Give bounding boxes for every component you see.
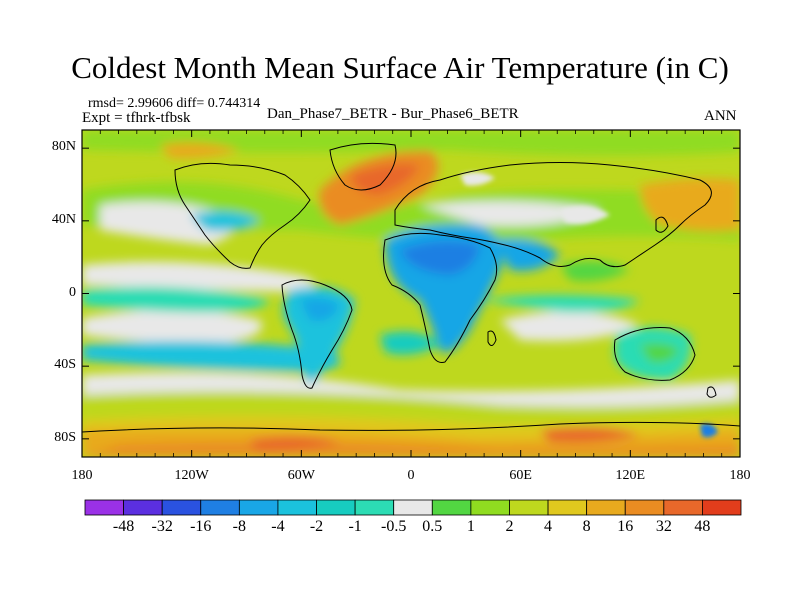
colorbar-label: -32 [151,518,173,535]
coast-south-america [281,279,353,389]
expt-line: Expt = tfhrk-tfbsk [82,110,191,126]
colorbar-label: 2 [505,518,514,535]
field-region [380,331,440,355]
field-region [560,206,610,224]
coast-north-america [174,162,311,269]
y-tick-label: 80S [54,429,76,445]
field-region [540,426,640,443]
coast-antarctica [82,421,740,433]
coast-madagascar [487,330,497,346]
y-tick-label: 40S [54,357,76,373]
field-region [190,211,260,232]
colorbar-label: -0.5 [381,518,407,535]
colorbar-swatch [123,499,163,516]
map-field [82,130,740,457]
x-tick-label: 120E [615,468,646,483]
field-region [82,341,340,372]
field-region [500,311,640,341]
field-region [82,261,315,292]
colorbar-swatch [393,499,433,516]
field-region [283,286,355,383]
coast-africa [383,232,498,363]
coast-greenland [329,142,397,191]
field-region [82,130,740,156]
colorbar-swatch [547,499,588,516]
colorbar-label: 4 [544,518,553,535]
coast-australia [614,327,696,381]
colorbar-label: 1 [466,518,475,535]
colorbar-swatch [277,499,317,516]
x-tick-label: 120W [174,468,209,483]
colorbar-swatch [470,499,510,516]
colorbar-swatch [84,499,124,516]
stats-line: rmsd= 2.99606 diff= 0.744314 [88,96,261,111]
field-region [300,298,340,321]
colorbar-label: 32 [655,518,672,535]
coast-new-zealand [706,386,717,398]
colorbar-label: 16 [617,518,634,535]
field-region [480,295,640,313]
field-region [460,172,495,186]
colorbar-label: 8 [582,518,591,535]
colorbar [84,499,742,516]
coast-eurasia [394,162,712,268]
field-region [400,241,480,275]
colorbar-swatch [586,499,626,516]
colorbar-swatch [354,499,395,516]
x-tick-label: 180 [71,468,93,483]
x-tick-label: 0 [407,468,415,483]
field-region [700,423,718,438]
y-tick-label: 80N [51,139,76,155]
x-tick-label: 60W [287,468,315,483]
field-region [82,182,740,245]
colorbar-swatch [200,499,240,516]
field-region [82,391,740,429]
colorbar-label: -48 [112,518,135,535]
x-tick-label: 60E [509,468,532,483]
axis-ticks [81,130,741,457]
y-tick-label: 0 [69,284,76,300]
colorbar-label: -1 [348,518,362,535]
colorbar-label: -4 [271,518,285,535]
field-region [420,201,600,226]
colorbar-label: -2 [309,518,324,535]
colorbar-swatch [161,499,202,516]
colorbar-label: 48 [694,518,711,535]
colorbar-label: -16 [190,518,212,535]
y-tick-label: 40N [51,211,76,227]
colorbar-swatch [702,499,742,516]
coast-japan [655,216,669,233]
colorbar-swatch [431,499,472,516]
x-tick-label: 180 [729,468,751,483]
colorbar-swatch [509,499,549,516]
coastlines [82,142,740,433]
colorbar-label: -8 [232,518,246,535]
field-region [250,436,340,451]
colorbar-label: 0.5 [422,518,443,535]
colorbar-swatch [238,499,279,516]
field-region [640,178,740,232]
colorbar-swatch [316,499,356,516]
field-region [640,343,680,363]
field-region [82,309,262,343]
colorbar-swatch [624,499,665,516]
comparison-label: Dan_Phase7_BETR - Bur_Phase6_BETR [267,106,519,122]
chart-title: Coldest Month Mean Surface Air Temperatu… [71,50,729,85]
season-label: ANN [704,108,737,124]
colorbar-swatch [663,499,703,516]
field-region [82,286,270,313]
field-region [82,372,740,411]
field-region [160,142,240,159]
